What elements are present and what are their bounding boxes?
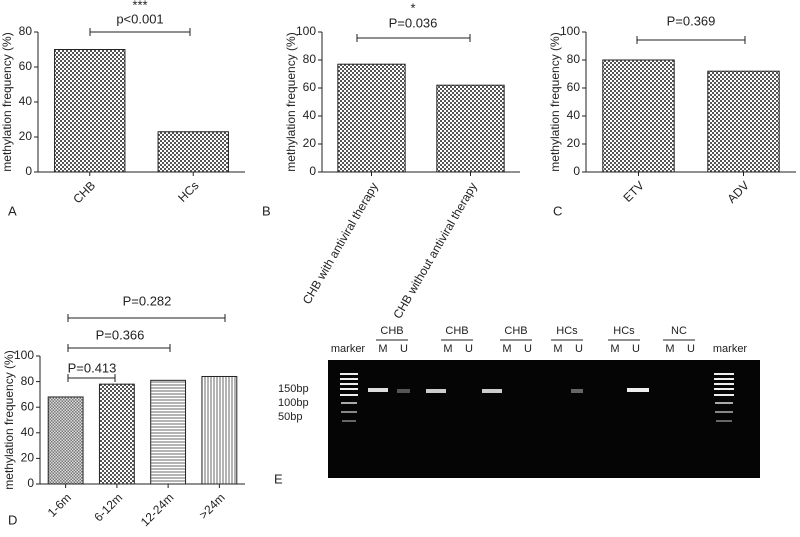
annotation: P=0.366	[96, 327, 145, 342]
ladder-left	[340, 373, 358, 422]
y-tick-label: 100	[296, 24, 316, 38]
y-tick-label: 20	[303, 136, 317, 150]
lane-label: U	[632, 343, 640, 355]
x-tick-label: 12-24m	[138, 490, 177, 529]
lane-label: U	[687, 343, 695, 355]
group-label: HCs	[613, 325, 635, 337]
annotation: P=0.413	[68, 360, 117, 375]
lane-label: M	[610, 343, 619, 355]
lane-label: U	[465, 343, 473, 355]
x-tick-label: CHB	[70, 178, 98, 206]
y-tick-label: 20	[21, 451, 35, 465]
annotation: P=0.282	[123, 293, 172, 308]
annotation: *	[410, 0, 415, 15]
y-axis-label: methylation frequency (%)	[284, 32, 298, 171]
y-tick-label: 0	[573, 164, 580, 178]
bar	[707, 70, 780, 173]
bar	[150, 379, 187, 485]
x-tick-label: CHB without antiviral therapy	[390, 180, 479, 321]
size-label: 100bp	[278, 397, 309, 409]
lane-label: U	[524, 343, 532, 355]
group-label: HCs	[556, 325, 578, 337]
bar	[54, 49, 126, 173]
y-tick-label: 60	[567, 80, 581, 94]
x-tick-label: 6-12m	[91, 490, 125, 524]
group-label: CHB	[380, 325, 403, 337]
y-tick-label: 40	[21, 425, 35, 439]
lane-label: U	[575, 343, 583, 355]
y-tick-label: 80	[21, 374, 35, 388]
lane-label: M	[443, 343, 452, 355]
x-tick-label: 1-6m	[45, 490, 74, 519]
y-tick-label: 0	[309, 164, 316, 178]
bar	[602, 59, 675, 173]
y-tick-label: 80	[303, 52, 317, 66]
sample-bands	[368, 388, 649, 393]
y-tick-label: 100	[14, 348, 34, 362]
gel-image	[328, 360, 760, 478]
annotation: P=0.036	[389, 15, 438, 30]
x-tick-label: ETV	[620, 178, 646, 204]
x-tick-label: >24m	[196, 490, 227, 521]
group-label: CHB	[445, 325, 468, 337]
y-axis-label: methylation frequency (%)	[0, 32, 14, 171]
bar	[201, 375, 238, 485]
lane-label: marker	[713, 343, 748, 355]
panel-letter: A	[8, 203, 17, 218]
size-label: 150bp	[278, 383, 309, 395]
lane-label: M	[378, 343, 387, 355]
ladder-right	[714, 373, 734, 422]
y-tick-label: 100	[560, 24, 580, 38]
bar	[157, 131, 229, 173]
bar	[337, 63, 406, 173]
annotation: p<0.001	[116, 11, 163, 26]
y-tick-label: 40	[303, 108, 317, 122]
x-tick-label: CHB with antiviral therapy	[300, 180, 381, 307]
panel-letter: D	[8, 512, 17, 527]
lane-label: M	[553, 343, 562, 355]
lane-label: marker	[331, 343, 366, 355]
y-tick-label: 0	[25, 164, 32, 178]
y-tick-label: 20	[567, 136, 581, 150]
y-tick-label: 80	[567, 52, 581, 66]
y-axis-label: methylation frequency (%)	[548, 32, 562, 171]
y-tick-label: 60	[19, 59, 33, 73]
group-label: NC	[671, 325, 687, 337]
panel-letter: C	[553, 203, 562, 218]
lane-label: M	[502, 343, 511, 355]
annotation: ***	[132, 0, 147, 12]
y-tick-label: 40	[19, 94, 33, 108]
x-tick-label: HCs	[175, 178, 201, 204]
bar	[47, 396, 84, 485]
y-axis-label: methylation frequency (%)	[2, 350, 16, 489]
lane-label: U	[400, 343, 408, 355]
annotation: P=0.369	[667, 13, 716, 28]
y-tick-label: 0	[27, 476, 34, 490]
bar	[436, 84, 505, 173]
y-tick-label: 80	[19, 24, 33, 38]
y-tick-label: 40	[567, 108, 581, 122]
size-label: 50bp	[278, 411, 302, 423]
y-tick-label: 20	[19, 129, 33, 143]
group-label: CHB	[504, 325, 527, 337]
panel-letter: B	[262, 203, 271, 218]
x-tick-label: ADV	[725, 178, 752, 205]
y-tick-label: 60	[303, 80, 317, 94]
panel-letter: E	[274, 471, 283, 486]
lane-label: M	[665, 343, 674, 355]
y-tick-label: 60	[21, 399, 35, 413]
bar	[98, 383, 135, 485]
